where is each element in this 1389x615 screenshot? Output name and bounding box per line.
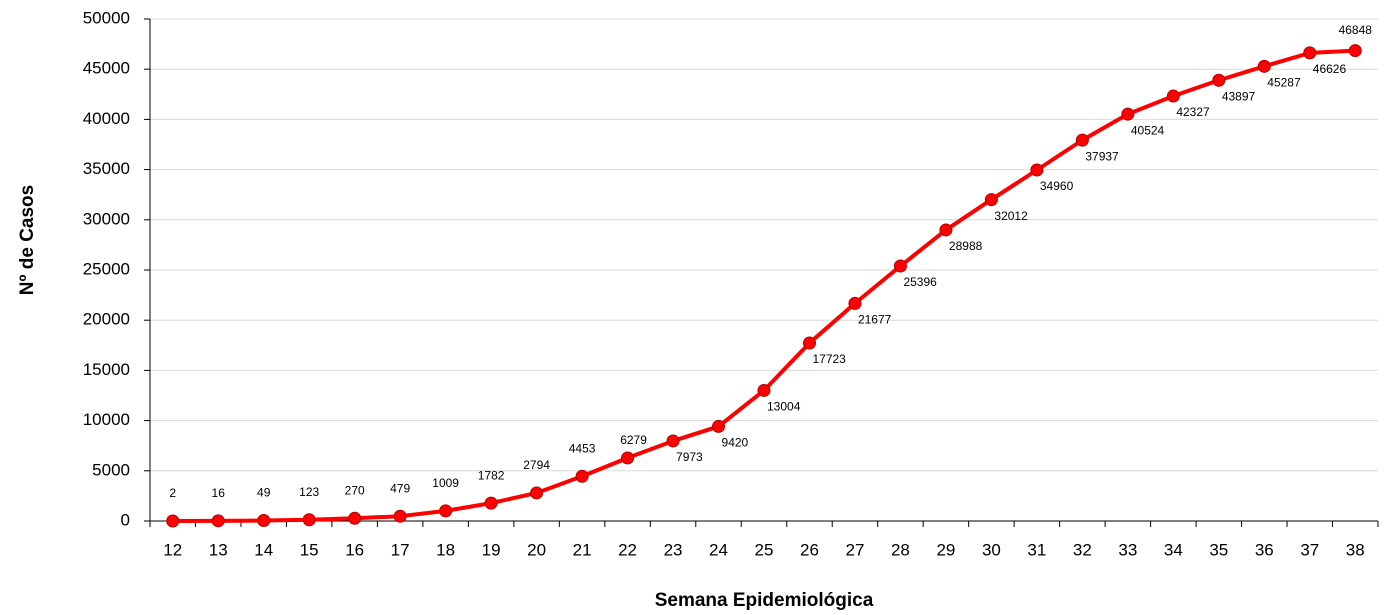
- marker: [302, 513, 316, 527]
- marker: [893, 259, 907, 273]
- x-tick-label: 33: [1118, 540, 1137, 559]
- marker: [1257, 59, 1271, 73]
- data-label: 2: [169, 486, 176, 500]
- marker: [757, 383, 771, 397]
- marker: [848, 296, 862, 310]
- marker: [166, 514, 180, 528]
- x-tick-label: 16: [345, 540, 364, 559]
- marker: [1212, 73, 1226, 87]
- data-label: 21677: [858, 313, 892, 327]
- marker: [439, 504, 453, 518]
- x-tick-label: 38: [1346, 540, 1365, 559]
- data-label: 7973: [676, 450, 703, 464]
- x-tick-label: 22: [618, 540, 637, 559]
- y-tick-label: 25000: [83, 259, 130, 278]
- x-tick-label: 27: [846, 540, 865, 559]
- y-tick-label: 40000: [83, 109, 130, 128]
- marker: [530, 486, 544, 500]
- x-tick-label: 18: [436, 540, 455, 559]
- data-label: 17723: [812, 352, 846, 366]
- data-label: 479: [390, 481, 410, 495]
- data-label: 1782: [478, 468, 505, 482]
- marker: [348, 511, 362, 525]
- data-label: 13004: [767, 400, 801, 414]
- x-tick-label: 35: [1209, 540, 1228, 559]
- y-tick-label: 20000: [83, 310, 130, 329]
- data-label: 9420: [722, 436, 749, 450]
- data-label: 123: [299, 485, 319, 499]
- x-tick-label: 24: [709, 540, 728, 559]
- y-tick-label: 35000: [83, 159, 130, 178]
- line: [172, 48, 1356, 523]
- x-tick-label: 12: [163, 540, 182, 559]
- data-label: 42327: [1176, 105, 1210, 119]
- y-tick-label: 45000: [83, 59, 130, 78]
- data-label: 40524: [1131, 123, 1165, 137]
- marker: [621, 451, 635, 465]
- x-tick-label: 30: [982, 540, 1001, 559]
- y-tick-label: 0: [121, 510, 130, 529]
- marker: [575, 469, 589, 483]
- data-label: 37937: [1085, 149, 1119, 163]
- marker: [666, 434, 680, 448]
- data-label: 46626: [1313, 62, 1347, 76]
- data-label: 270: [345, 483, 365, 497]
- data-label: 1009: [432, 476, 459, 490]
- x-tick-label: 13: [209, 540, 228, 559]
- x-tick-label: 14: [254, 540, 273, 559]
- data-label: 16: [212, 486, 226, 500]
- data-label: 49: [257, 486, 271, 500]
- data-label: 28988: [949, 239, 983, 253]
- marker: [712, 419, 726, 433]
- x-tick-label: 36: [1255, 540, 1274, 559]
- x-tick-label: 32: [1073, 540, 1092, 559]
- data-label: 32012: [994, 209, 1028, 223]
- marker: [1166, 89, 1180, 103]
- x-tick-label: 31: [1027, 540, 1046, 559]
- x-tick-label: 26: [800, 540, 819, 559]
- data-label: 25396: [903, 275, 937, 289]
- marker: [1075, 133, 1089, 147]
- data-label: 45287: [1267, 75, 1301, 89]
- x-tick-label: 21: [573, 540, 592, 559]
- marker: [939, 223, 953, 237]
- x-tick-label: 25: [755, 540, 774, 559]
- y-axis-title: Nº de Casos: [17, 185, 38, 295]
- y-tick-label: 5000: [92, 460, 130, 479]
- x-tick-label: 15: [300, 540, 319, 559]
- data-label: 2794: [523, 458, 550, 472]
- marker: [393, 509, 407, 523]
- marker: [1030, 163, 1044, 177]
- marker: [1348, 44, 1362, 58]
- marker: [257, 514, 271, 528]
- x-axis-title: Semana Epidemiológica: [655, 590, 874, 611]
- marker: [211, 514, 225, 528]
- x-tick-label: 37: [1300, 540, 1319, 559]
- y-tick-label: 50000: [83, 8, 130, 27]
- x-tick-label: 17: [391, 540, 410, 559]
- x-tick-label: 34: [1164, 540, 1183, 559]
- x-tick-label: 29: [936, 540, 955, 559]
- y-tick-label: 15000: [83, 360, 130, 379]
- x-tick-label: 20: [527, 540, 546, 559]
- y-tick-label: 30000: [83, 209, 130, 228]
- x-tick-label: 28: [891, 540, 910, 559]
- data-label: 4453: [569, 441, 596, 455]
- data-label: 46848: [1339, 23, 1373, 37]
- marker: [984, 193, 998, 207]
- x-tick-label: 19: [482, 540, 501, 559]
- data-label: 34960: [1040, 179, 1074, 193]
- marker: [802, 336, 816, 350]
- data-label: 6279: [620, 433, 647, 447]
- y-tick-label: 10000: [83, 410, 130, 429]
- data-label: 43897: [1222, 89, 1256, 103]
- x-tick-label: 23: [664, 540, 683, 559]
- marker: [1121, 107, 1135, 121]
- marker: [484, 496, 498, 510]
- marker: [1303, 46, 1317, 60]
